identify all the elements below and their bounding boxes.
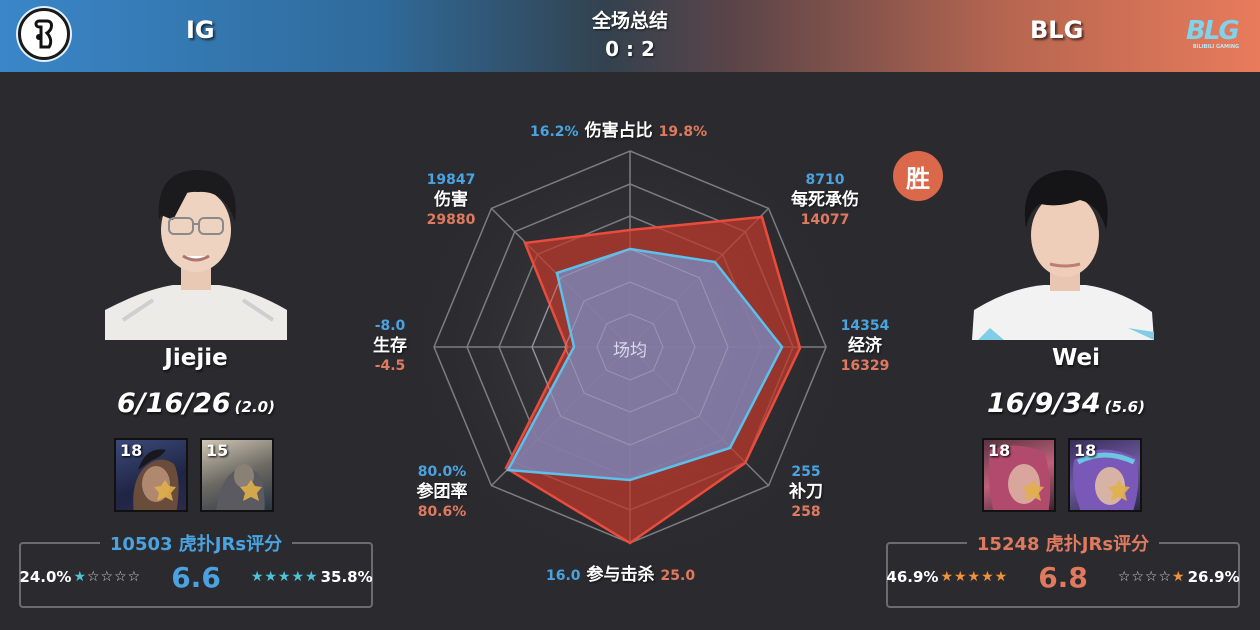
axis-name: 伤害 [434, 190, 468, 210]
rating-title: 15248 虎扑JRs评分 [966, 534, 1160, 555]
ig-value: -8.0 [374, 318, 406, 334]
right-champion-icon-1[interactable]: 18 [982, 438, 1056, 512]
rating-score: 6.8 [1038, 560, 1088, 594]
rating-low-pct: 26.9% [1187, 568, 1240, 586]
star-rating-high-icon[interactable]: ★★★★★ [940, 569, 1009, 585]
right-player-avatar [970, 160, 1156, 340]
axis-name: 参团率 [416, 482, 468, 502]
ig-value: 14354 [840, 318, 890, 334]
left-player-avatar [103, 160, 289, 340]
champion-level: 15 [206, 441, 229, 460]
ig-value: 80.0% [417, 464, 467, 480]
kda-value: 6/16/26 [117, 388, 231, 419]
axis-label-teamfight-rate: 80.0% 参团率 80.6% [404, 462, 480, 522]
ig-team-logo [18, 8, 70, 60]
ig-value: 19847 [426, 172, 476, 188]
ig-series-polygon [505, 247, 784, 482]
axis-label-kill-participation: 16.0 参与击杀 25.0 [546, 560, 695, 585]
star-rating-low-icon[interactable]: ★☆☆☆☆ [73, 569, 142, 585]
mastery-emblem-icon [154, 480, 176, 501]
blg-value: 258 [791, 504, 821, 520]
ig-value: 16.2% [530, 124, 579, 140]
header-bar: IG 全场总结 0 : 2 BLG BLG BILIBILI GAMING [0, 0, 1260, 72]
blg-value: -4.5 [374, 358, 406, 374]
blg-value: 25.0 [660, 568, 696, 584]
axis-label-damage: 19847 伤害 29880 [418, 170, 484, 230]
right-player-kda: 16/9/34 (5.6) [916, 388, 1216, 419]
star-rating-low-icon[interactable]: ☆☆☆☆★ [1117, 569, 1186, 585]
rating-score: 6.6 [171, 560, 221, 594]
right-champion-icon-2[interactable]: 18 [1068, 438, 1142, 512]
mastery-emblem-icon [1022, 480, 1044, 501]
rating-title: 10503 虎扑JRs评分 [99, 534, 293, 555]
kda-ratio: (2.0) [234, 398, 275, 416]
axis-label-damage-share: 16.2% 伤害占比 19.8% [530, 116, 707, 141]
mastery-emblem-icon [240, 480, 262, 501]
left-player-name: Jiejie [164, 345, 228, 371]
star-rating-high-icon[interactable]: ★★★★★ [250, 569, 319, 585]
mastery-emblem-icon [1108, 480, 1130, 501]
left-rating-panel: 10503 虎扑JRs评分 24.0% ★☆☆☆☆ 6.6 ★★★★★ 35.8… [19, 534, 373, 608]
blg-value: 29880 [426, 212, 476, 228]
blg-logo-subtext: BILIBILI GAMING [1192, 44, 1240, 50]
ig-value: 255 [791, 464, 821, 480]
blg-value: 80.6% [417, 504, 467, 520]
right-team-name: BLG [1030, 16, 1084, 44]
champion-level: 18 [120, 441, 143, 460]
axis-label-cs: 255 补刀 258 [778, 462, 834, 522]
axis-name: 每死承伤 [791, 190, 859, 210]
rating-low-pct: 24.0% [19, 568, 72, 586]
axis-name: 补刀 [789, 482, 823, 502]
left-champion-icon-2[interactable]: 15 [200, 438, 274, 512]
champion-level: 18 [1074, 441, 1097, 460]
axis-name: 参与击杀 [586, 565, 655, 585]
axis-name: 生存 [373, 336, 407, 356]
series-score: 0 : 2 [605, 37, 655, 61]
axis-name: 经济 [848, 336, 882, 356]
left-team-name: IG [186, 16, 215, 44]
kda-value: 16/9/34 [987, 388, 1101, 419]
blg-logo-text: BLG [1186, 16, 1240, 46]
axis-label-damage-taken-per-death: 8710 每死承伤 14077 [780, 170, 870, 230]
blg-value: 19.8% [658, 124, 708, 140]
right-player-name: Wei [1051, 345, 1101, 371]
axis-name: 伤害占比 [584, 121, 653, 141]
blg-series-polygon [504, 215, 802, 545]
blg-value: 16329 [840, 358, 890, 374]
rating-high-pct: 46.9% [886, 568, 939, 586]
ig-value: 16.0 [546, 568, 581, 584]
axis-label-gold: 14354 经济 16329 [832, 316, 898, 376]
page-title: 全场总结 [591, 10, 668, 32]
axis-label-survival: -8.0 生存 -4.5 [364, 316, 416, 376]
radar-center-label: 场均 [613, 341, 647, 361]
right-rating-panel: 15248 虎扑JRs评分 46.9% ★★★★★ 6.8 ☆☆☆☆★ 26.9… [886, 534, 1240, 608]
left-champion-icon-1[interactable]: 18 [114, 438, 188, 512]
blg-value: 14077 [800, 212, 850, 228]
ig-value: 8710 [805, 172, 845, 188]
ig-logo-icon [34, 19, 53, 49]
champion-level: 18 [988, 441, 1011, 460]
win-badge: 胜 [893, 151, 943, 201]
rating-high-pct: 35.8% [320, 568, 373, 586]
left-player-kda: 6/16/26 (2.0) [46, 388, 346, 419]
kda-ratio: (5.6) [1104, 398, 1145, 416]
blg-team-logo: BLG BILIBILI GAMING [1186, 16, 1246, 50]
